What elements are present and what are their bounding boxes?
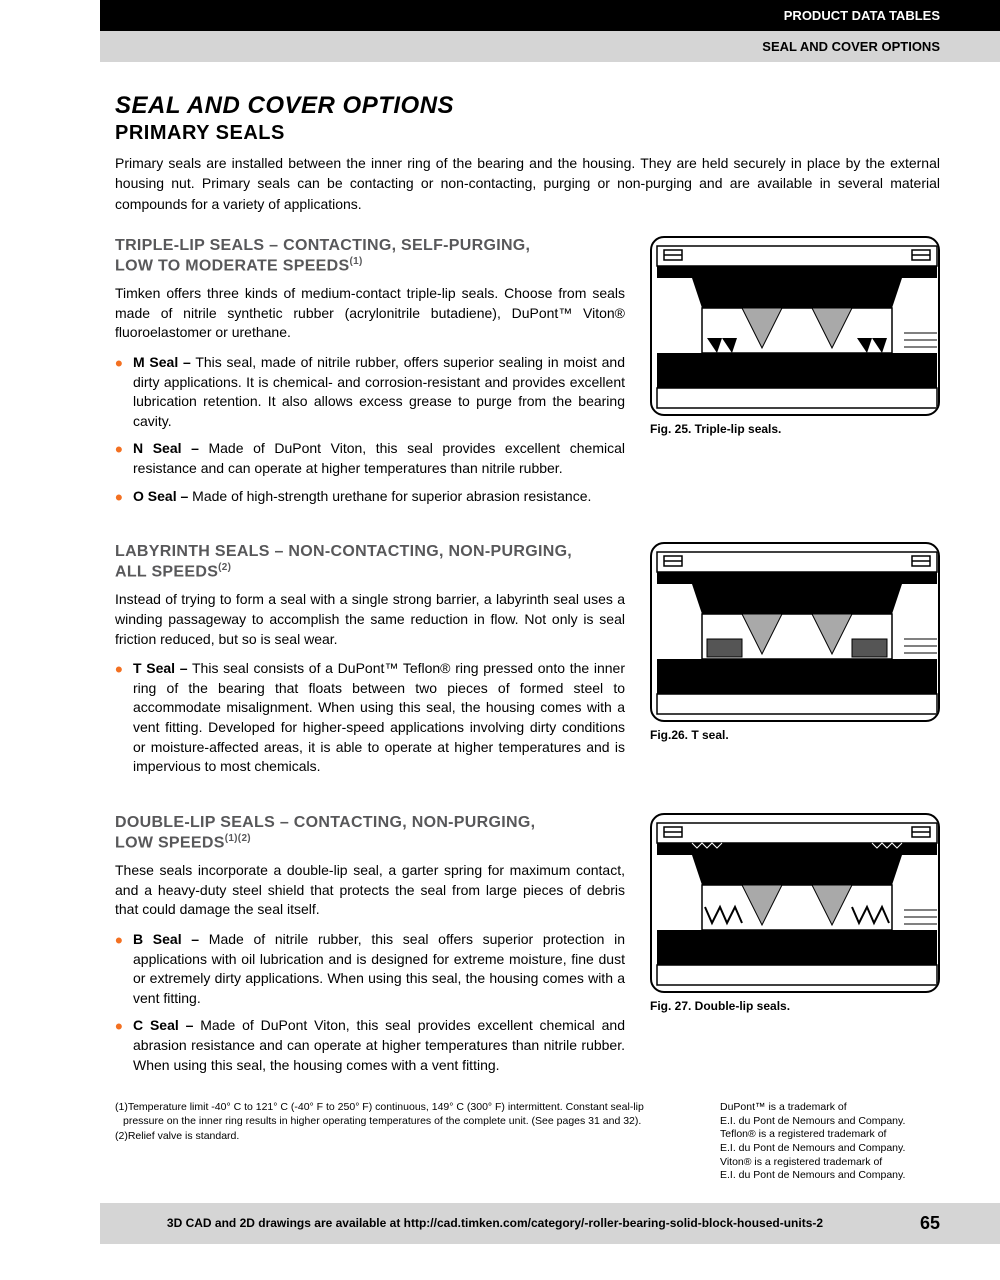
seal-list-triple: M Seal – This seal, made of nitrile rubb… bbox=[115, 353, 625, 506]
footnote-line: (2)Relief valve is standard. bbox=[115, 1130, 680, 1144]
section-double: DOUBLE-LIP SEALS – CONTACTING, NON-PURGI… bbox=[115, 813, 940, 1083]
figure-caption: Fig. 27. Double-lip seals. bbox=[650, 999, 940, 1013]
seal-diagram-icon bbox=[652, 238, 940, 416]
list-item: C Seal – Made of DuPont Viton, this seal… bbox=[133, 1016, 625, 1075]
section-heading-labyrinth: LABYRINTH SEALS – NON-CONTACTING, NON-PU… bbox=[115, 542, 625, 582]
seal-diagram-icon bbox=[652, 544, 940, 722]
figure-triple: Fig. 25. Triple-lip seals. bbox=[650, 236, 940, 514]
figure-box bbox=[650, 542, 940, 722]
list-item: O Seal – Made of high-strength urethane … bbox=[133, 487, 625, 507]
header-bar: PRODUCT DATA TABLES bbox=[100, 0, 1000, 31]
section-labyrinth: LABYRINTH SEALS – NON-CONTACTING, NON-PU… bbox=[115, 542, 940, 785]
figure-box bbox=[650, 813, 940, 993]
list-item: N Seal – Made of DuPont Viton, this seal… bbox=[133, 439, 625, 478]
figure-double: Fig. 27. Double-lip seals. bbox=[650, 813, 940, 1083]
seal-list-double: B Seal – Made of nitrile rubber, this se… bbox=[115, 930, 625, 1075]
seal-diagram-icon bbox=[652, 815, 940, 993]
footnote-line: Viton® is a registered trademark of bbox=[720, 1156, 940, 1170]
footnote-line: E.I. du Pont de Nemours and Company. bbox=[720, 1169, 940, 1183]
figure-caption: Fig. 25. Triple-lip seals. bbox=[650, 422, 940, 436]
list-item: T Seal – This seal consists of a DuPont™… bbox=[133, 659, 625, 777]
page-content: SEAL AND COVER OPTIONS PRIMARY SEALS Pri… bbox=[0, 62, 1000, 1203]
header-top-label: PRODUCT DATA TABLES bbox=[784, 8, 940, 23]
figure-caption: Fig.26. T seal. bbox=[650, 728, 940, 742]
list-item: M Seal – This seal, made of nitrile rubb… bbox=[133, 353, 625, 431]
footnotes: (1)Temperature limit -40° C to 121° C (-… bbox=[115, 1101, 940, 1183]
section-para-labyrinth: Instead of trying to form a seal with a … bbox=[115, 590, 625, 649]
footnote-line: E.I. du Pont de Nemours and Company. bbox=[720, 1142, 940, 1156]
header-sub-label: SEAL AND COVER OPTIONS bbox=[762, 39, 940, 54]
footer-bar: 3D CAD and 2D drawings are available at … bbox=[100, 1203, 1000, 1244]
figure-labyrinth: Fig.26. T seal. bbox=[650, 542, 940, 785]
figure-box bbox=[650, 236, 940, 416]
footnote-line: Teflon® is a registered trademark of bbox=[720, 1128, 940, 1142]
intro-paragraph: Primary seals are installed between the … bbox=[115, 153, 940, 214]
section-heading-triple: TRIPLE-LIP SEALS – CONTACTING, SELF-PURG… bbox=[115, 236, 625, 276]
page-subtitle: PRIMARY SEALS bbox=[115, 122, 940, 145]
footnotes-left: (1)Temperature limit -40° C to 121° C (-… bbox=[115, 1101, 680, 1183]
page-number: 65 bbox=[890, 1213, 940, 1234]
footnote-line: DuPont™ is a trademark of bbox=[720, 1101, 940, 1115]
section-para-double: These seals incorporate a double-lip sea… bbox=[115, 861, 625, 920]
list-item: B Seal – Made of nitrile rubber, this se… bbox=[133, 930, 625, 1008]
subheader-bar: SEAL AND COVER OPTIONS bbox=[100, 31, 1000, 62]
section-para-triple: Timken offers three kinds of medium-cont… bbox=[115, 284, 625, 343]
section-triple: TRIPLE-LIP SEALS – CONTACTING, SELF-PURG… bbox=[115, 236, 940, 514]
footnote-line: E.I. du Pont de Nemours and Company. bbox=[720, 1115, 940, 1129]
footer-text: 3D CAD and 2D drawings are available at … bbox=[100, 1216, 890, 1230]
section-heading-double: DOUBLE-LIP SEALS – CONTACTING, NON-PURGI… bbox=[115, 813, 625, 853]
footnote-line: (1)Temperature limit -40° C to 121° C (-… bbox=[115, 1101, 680, 1128]
seal-list-labyrinth: T Seal – This seal consists of a DuPont™… bbox=[115, 659, 625, 777]
footnotes-right: DuPont™ is a trademark of E.I. du Pont d… bbox=[720, 1101, 940, 1183]
page-title: SEAL AND COVER OPTIONS bbox=[115, 92, 940, 120]
